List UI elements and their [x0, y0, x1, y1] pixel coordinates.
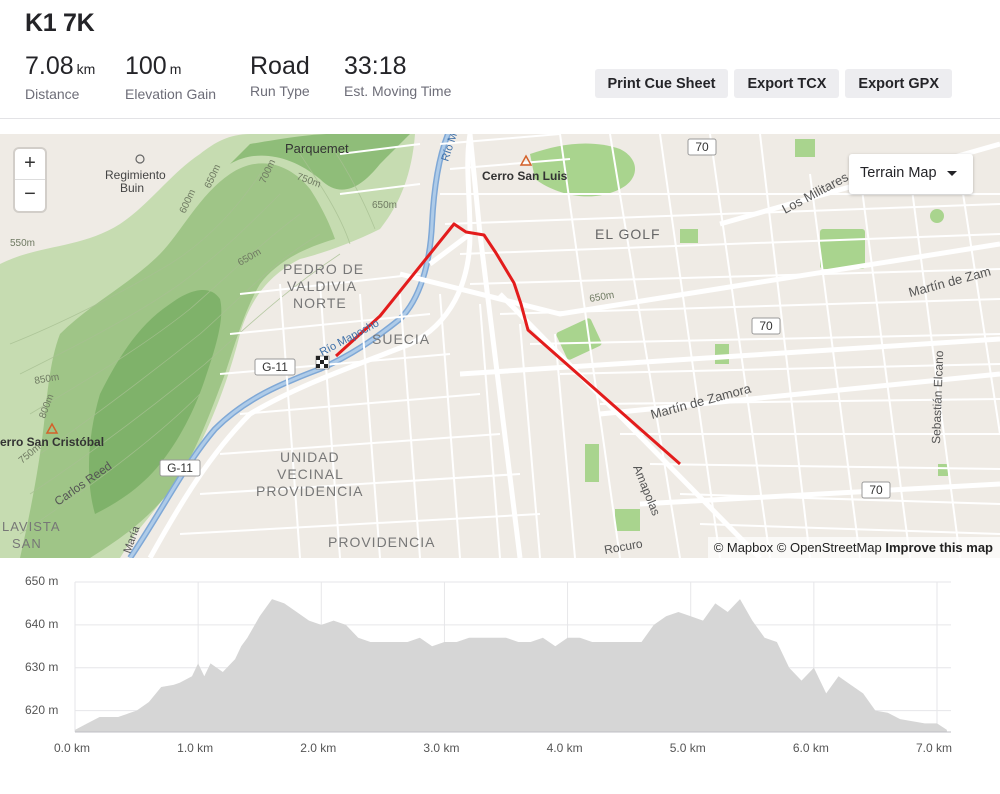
stat-unit: m	[169, 61, 182, 77]
contour-label: 850m	[34, 372, 61, 387]
map-label: VALDIVIA	[287, 278, 357, 294]
stat-label: Run Type	[250, 83, 310, 99]
stat-moving-time: 33:18 Est. Moving Time	[344, 52, 462, 102]
y-tick-label: 640 m	[25, 616, 59, 631]
road-shield-label: G-11	[167, 461, 193, 475]
stat-distance: 7.08 km Distance	[25, 52, 97, 102]
peak-icon	[45, 422, 59, 434]
road-shield-label: 70	[869, 483, 883, 497]
map-label: LAVISTA	[2, 519, 61, 534]
y-tick-label: 630 m	[25, 659, 59, 674]
road-shield-label: G-11	[262, 360, 288, 374]
stat-label: Elevation Gain	[125, 86, 217, 102]
map-label: Buin	[120, 181, 144, 195]
road-shield-label: 70	[695, 140, 709, 154]
export-gpx-button[interactable]: Export GPX	[845, 69, 952, 98]
contour-label: 650m	[372, 200, 397, 211]
map-canvas[interactable]: 70 70 70 G-11 G-11 Parquemet Regimiento …	[0, 134, 1000, 558]
x-tick-label: 1.0 km	[177, 741, 214, 755]
print-cue-sheet-button[interactable]: Print Cue Sheet	[594, 69, 729, 98]
header-divider	[0, 118, 1000, 119]
peak-icon	[519, 154, 533, 166]
stat-value: Road	[250, 52, 310, 80]
stat-value: 100	[125, 52, 167, 80]
map-label: Parquemet	[285, 141, 349, 156]
contour-label: 550m	[10, 238, 35, 249]
map-label: Cerro San Luis	[482, 169, 568, 183]
finish-flag-icon	[315, 355, 330, 370]
x-tick-label: 6.0 km	[792, 741, 829, 755]
map-label: PEDRO DE	[283, 261, 364, 277]
map-label: Rocuro	[603, 536, 644, 557]
elevation-chart-canvas	[74, 581, 951, 733]
map-label: NORTE	[293, 295, 347, 311]
zoom-in-button[interactable]: +	[15, 149, 45, 180]
improve-map-link[interactable]: Improve this map	[885, 540, 993, 555]
contour-lines	[9, 143, 376, 535]
chevron-down-icon	[947, 171, 957, 176]
export-tcx-button[interactable]: Export TCX	[734, 69, 840, 98]
stat-unit: km	[76, 61, 96, 77]
contour-label: 650m	[589, 290, 616, 305]
mapbox-link[interactable]: © Mapbox	[713, 540, 774, 555]
route-header: K1 7K 7.08 km Distance 100 m Elevation Gai…	[0, 0, 1000, 134]
x-tick-label: 5.0 km	[669, 741, 706, 755]
hill-peak	[88, 289, 222, 514]
stat-elevation-gain: 100 m Elevation Gain	[125, 52, 222, 102]
map-attribution: © Mapbox © OpenStreetMap Improve this ma…	[707, 537, 1000, 558]
road-shields	[159, 138, 891, 499]
map-label: VECINAL	[277, 466, 344, 482]
map-label: SAN	[12, 536, 42, 551]
map-label: Regimiento	[105, 168, 166, 182]
hill-ridge	[230, 134, 410, 190]
x-tick-label: 0.0 km	[54, 741, 91, 755]
elevation-area[interactable]	[75, 599, 947, 732]
road-shield-label: 70	[759, 319, 773, 333]
stat-value: 7.08	[25, 52, 74, 80]
map-label: Sebastián Elcano	[929, 350, 946, 444]
route-line	[334, 222, 681, 466]
map-label: UNIDAD	[280, 449, 340, 465]
map-label: PROVIDENCIA	[328, 534, 435, 550]
poi-icon	[135, 154, 145, 164]
y-tick-label: 620 m	[25, 702, 59, 717]
map-style-dropdown[interactable]: Terrain Map	[849, 154, 973, 194]
stat-value: 33:18	[344, 52, 407, 80]
map-label: erro San Cristóbal	[0, 435, 104, 449]
route-title: K1 7K	[25, 9, 95, 37]
route-stats: 7.08 km Distance 100 m Elevation Gain Road…	[25, 52, 490, 102]
map-style-label: Terrain Map	[860, 165, 937, 181]
osm-link[interactable]: © OpenStreetMap	[776, 540, 882, 555]
map-label: SUECIA	[372, 331, 430, 347]
stat-label: Distance	[25, 86, 80, 102]
map-label: Río M	[439, 134, 459, 163]
park-areas	[530, 139, 948, 531]
map-label: PROVIDENCIA	[256, 483, 363, 499]
zoom-out-button[interactable]: −	[24, 183, 36, 205]
x-tick-label: 3.0 km	[423, 741, 460, 755]
map-label: Martín de Zam	[907, 264, 993, 300]
stat-label: Est. Moving Time	[344, 83, 452, 99]
x-tick-label: 2.0 km	[300, 741, 337, 755]
stat-run-type: Road Run Type	[250, 52, 316, 102]
route-actions: Print Cue Sheet Export TCX Export GPX	[589, 69, 952, 98]
x-tick-label: 7.0 km	[916, 741, 953, 755]
elevation-chart: 620 m 630 m 640 m 650 m 0.0 km 1.0 km 2.0 km 3…	[0, 558, 1000, 794]
x-tick-label: 4.0 km	[546, 741, 583, 755]
map-label: EL GOLF	[595, 226, 661, 242]
route-map[interactable]: 70 70 70 G-11 G-11 Parquemet Regimiento …	[0, 134, 1000, 558]
y-tick-label: 650 m	[25, 574, 59, 588]
zoom-controls: + −	[15, 149, 45, 211]
